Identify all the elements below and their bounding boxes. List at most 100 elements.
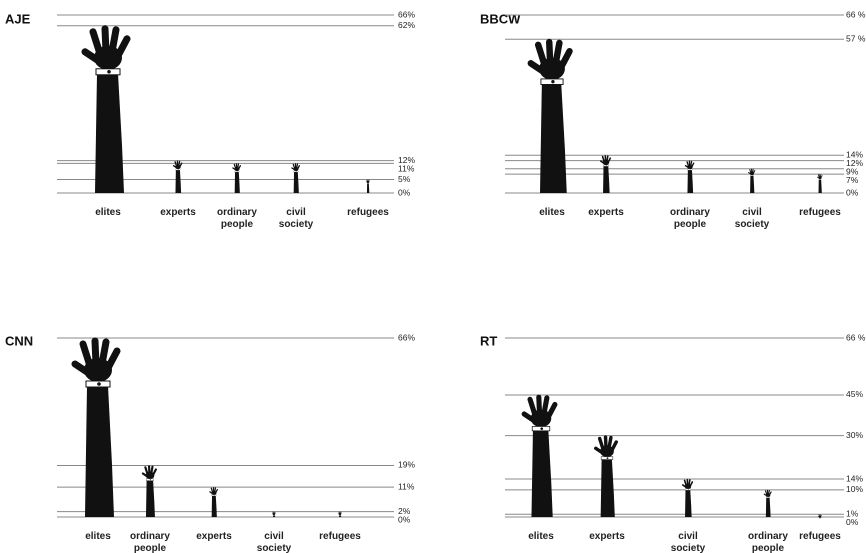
arm-figure	[272, 512, 275, 517]
x-tick-label: ordinary people	[662, 207, 718, 231]
arm	[294, 172, 299, 193]
hand	[683, 480, 693, 490]
hand	[338, 512, 341, 516]
x-tick-label: civil society	[724, 207, 780, 231]
arm-figure	[174, 161, 182, 193]
arm	[212, 496, 217, 517]
x-tick-label: ordinary people	[122, 531, 178, 553]
hand	[524, 397, 555, 431]
y-tick-label: 66 %	[846, 332, 866, 342]
x-tick-label: civil society	[268, 207, 324, 231]
palm	[211, 491, 216, 495]
palm	[766, 493, 771, 497]
arm-figure	[210, 488, 218, 517]
arm-figure	[531, 42, 570, 193]
palm	[294, 167, 299, 171]
y-tick-label: 7%	[846, 175, 859, 185]
cuff-button	[214, 495, 215, 496]
arm	[819, 180, 822, 193]
arm-figure	[683, 480, 693, 517]
chart-title: CNN	[5, 333, 33, 348]
arm	[540, 84, 567, 193]
palm	[146, 472, 155, 479]
hand	[596, 437, 617, 459]
hand	[143, 466, 156, 480]
y-tick-label: 66%	[398, 9, 415, 19]
arm-figure	[749, 169, 755, 193]
palm	[94, 46, 122, 70]
hand	[233, 164, 240, 172]
hand	[174, 161, 182, 170]
palm	[531, 410, 552, 428]
y-tick-label: 62%	[398, 20, 415, 30]
arm-figure	[818, 515, 821, 519]
hand	[75, 341, 117, 387]
palm	[685, 484, 691, 489]
hand	[292, 164, 299, 172]
chart: AJE66%62%12%11%5%0%BBCW66 %57 %14%12%9%7…	[0, 0, 866, 553]
y-tick-label: 0%	[398, 514, 411, 524]
arm-figure	[85, 29, 127, 193]
arm	[367, 183, 369, 193]
arm-figure	[524, 397, 555, 517]
x-tick-label: refugees	[792, 531, 848, 543]
x-tick-label: civil society	[660, 531, 716, 553]
y-tick-label: 0%	[398, 187, 411, 197]
arm-figure	[338, 512, 341, 517]
cuff-button	[768, 497, 769, 498]
y-tick-label: 45%	[846, 389, 863, 399]
y-tick-label: 66%	[398, 332, 415, 342]
palm	[273, 513, 275, 515]
palm	[367, 181, 369, 183]
hand	[749, 169, 755, 176]
arm-figure	[75, 341, 117, 517]
arm-figure	[366, 180, 369, 193]
palm	[819, 516, 821, 518]
cuff-button	[688, 489, 689, 490]
cuff-button	[690, 169, 691, 170]
arm	[603, 166, 610, 193]
x-tick-label: refugees	[312, 531, 368, 543]
cuff-button	[97, 382, 101, 386]
y-tick-label: 19%	[398, 460, 415, 470]
arm	[85, 386, 114, 517]
y-tick-label: 66 %	[846, 9, 866, 19]
x-tick-label: ordinary people	[740, 531, 796, 553]
cuff-button	[551, 80, 554, 83]
y-tick-label: 5%	[398, 174, 411, 184]
chart-title: BBCW	[480, 11, 521, 26]
hand	[817, 174, 822, 179]
arm-figure	[143, 466, 156, 517]
cuff-button	[607, 457, 609, 459]
arm-figure	[686, 161, 694, 193]
cuff-button	[606, 165, 607, 166]
hand	[601, 156, 611, 166]
x-tick-label: civil society	[246, 531, 302, 553]
x-tick-label: ordinary people	[209, 207, 265, 231]
x-tick-label: refugees	[340, 207, 396, 219]
x-tick-label: experts	[578, 207, 634, 219]
hand	[366, 180, 369, 184]
arm-figure	[233, 164, 240, 193]
palm	[84, 358, 112, 382]
palm	[175, 165, 180, 170]
arm	[687, 170, 693, 193]
cuff-button	[178, 169, 179, 170]
palm	[539, 58, 565, 80]
arm-figure	[292, 164, 299, 193]
x-tick-label: elites	[513, 531, 569, 543]
y-tick-label: 30%	[846, 430, 863, 440]
arm-figure	[817, 174, 822, 193]
x-tick-label: elites	[80, 207, 136, 219]
y-tick-label: 11%	[398, 481, 415, 491]
arm	[146, 480, 155, 517]
chart-title: AJE	[5, 11, 31, 26]
chart-title: RT	[480, 333, 497, 348]
palm	[235, 167, 240, 171]
hand	[764, 490, 771, 497]
hand	[210, 488, 218, 496]
x-tick-label: elites	[524, 207, 580, 219]
arm	[273, 515, 275, 517]
y-tick-label: 0%	[846, 517, 859, 527]
palm	[600, 445, 614, 457]
